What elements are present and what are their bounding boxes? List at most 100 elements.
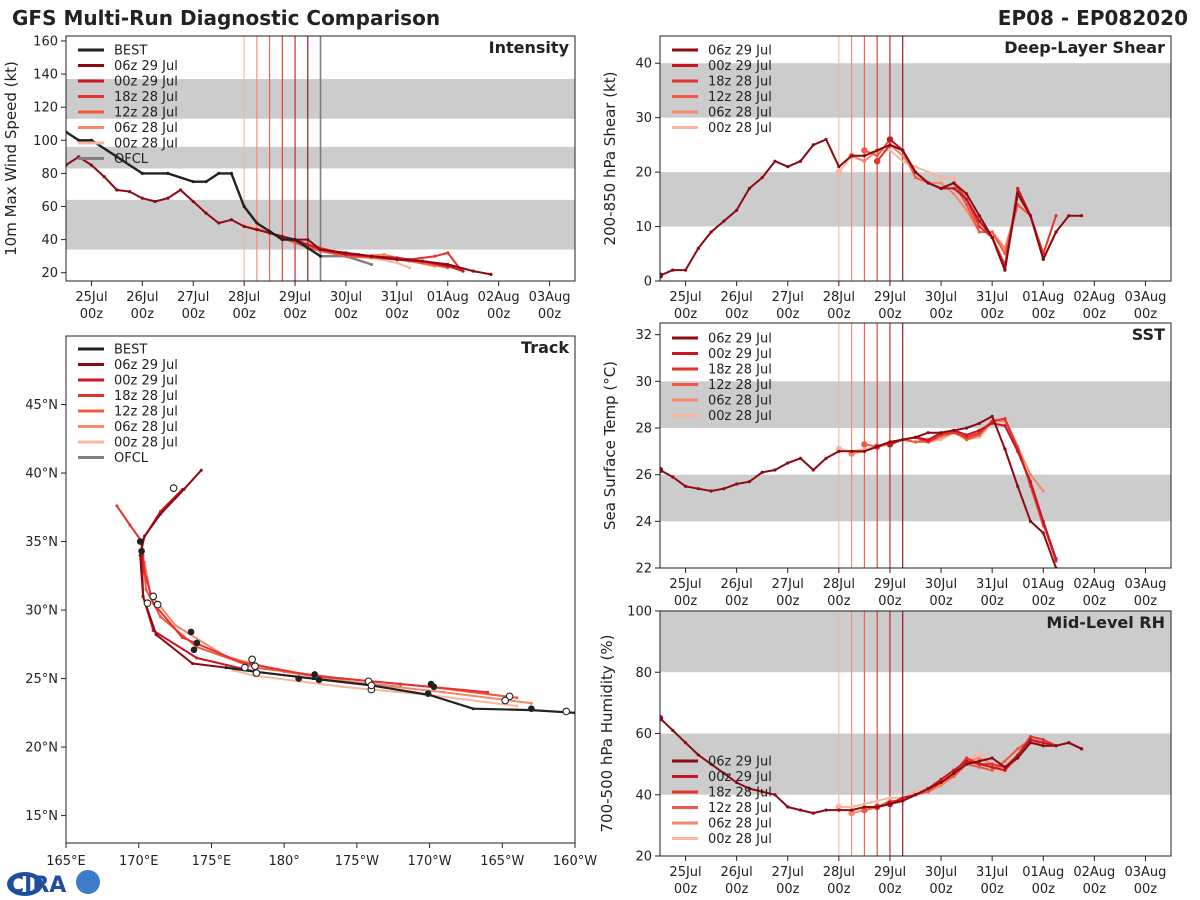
intensity-data-point [306,238,310,242]
intensity-ylabel: 10m Max Wind Speed (kt) [2,61,20,256]
track-position-marker [190,646,198,654]
intensity-title: Intensity [489,38,570,57]
intensity-data-point [280,238,284,242]
sst-data-point [1041,531,1045,535]
rh-data-point [773,793,777,797]
intensity-data-point [280,234,284,238]
shear-data-point [952,192,956,196]
sst-data-point [1016,449,1020,453]
sst-data-point [683,484,688,488]
rh-data-point [990,756,994,760]
rh-data-point [862,802,867,806]
sst-data-point [773,468,777,472]
sst-ytick-label: 28 [635,422,652,437]
sst-legend-label: 00z 28 Jul [708,409,772,424]
track-data-point [154,633,158,637]
intensity-data-point [178,188,183,192]
shear-legend-label: 00z 28 Jul [708,121,772,136]
intensity-ytick-label: 120 [33,101,58,116]
rh-xtick-date: 27Jul [772,865,804,880]
intensity-data-point [128,190,132,194]
shear-xtick-date: 27Jul [772,290,804,305]
rh-data-point [990,762,994,766]
rh-band-1 [660,611,1171,673]
shear-data-point [977,219,981,223]
shear-legend-label: 12z 28 Jul [708,90,772,105]
sst-data-point [862,447,867,451]
track-legend-label: 00z 29 Jul [114,374,178,389]
shear-data-point [939,181,943,185]
shear-run-start-marker [835,168,843,176]
sst-legend-label: 06z 28 Jul [708,394,772,409]
intensity-data-point [255,228,259,232]
intensity-xtick-date: 03Aug [529,290,571,305]
track-series-line [116,505,488,694]
rh-legend-label: 00z 29 Jul [708,770,772,785]
rh-data-point [875,805,879,809]
sst-data-point [1003,424,1007,428]
intensity-data-point [318,247,323,252]
intensity-data-point [217,221,221,225]
intensity-data-point [204,211,208,215]
rh-data-point [1016,756,1020,760]
shear-plot-area [660,36,1171,281]
track-data-point [224,666,228,670]
track-data-point [311,677,315,681]
shear-data-point [811,143,815,147]
shear-xtick-hour: 00z [1083,307,1107,322]
track-legend-label: BEST [114,343,147,358]
shear-series-line [660,138,1082,277]
sst-xtick-date: 28Jul [823,577,855,592]
track-ytick-label: 25°N [25,672,58,687]
sst-run-start-marker [861,441,868,448]
sst-data-point [1054,557,1058,561]
sst-data-point [1041,519,1045,523]
rh-data-point [977,756,981,760]
rh-data-point [875,799,879,803]
rh-data-point [1003,765,1007,769]
sst-ytick-label: 22 [635,562,652,577]
shear-data-point [977,230,981,234]
track-legend-label: 06z 28 Jul [114,420,178,435]
sst-data-point [965,426,969,430]
shear-run-start-marker [873,158,881,165]
rh-plot-area [660,611,1171,856]
track-xtick-label: 165°E [46,854,86,869]
intensity-data-point [369,262,373,267]
track-position-marker [295,675,302,682]
rh-data-point [913,793,918,797]
rh-xtick-hour: 00z [878,882,902,897]
intensity-xtick-hour: 00z [538,307,562,322]
track-position-marker [193,639,201,647]
rh-data-point [696,753,700,757]
rh-data-point [1041,738,1045,742]
shear-xtick-date: 28Jul [823,290,855,305]
intensity-data-point [166,171,170,175]
intensity-data-point [471,269,475,273]
shear-data-point [696,246,700,250]
shear-xtick-date: 01Aug [1022,290,1064,305]
sst-legend-label: 06z 29 Jul [708,332,772,347]
shear-data-point [837,165,841,169]
shear-data-point [735,208,739,212]
intensity-data-point [115,188,119,192]
rh-data-point [888,796,892,800]
sst-data-point [696,487,700,491]
shear-data-point [965,208,969,212]
shear-ylabel: 200-850 hPa Shear (kt) [601,72,619,246]
shear-data-point [926,170,930,174]
rh-ytick-label: 40 [635,788,652,803]
shear-xtick-hour: 00z [878,307,902,322]
shear-data-point [913,170,918,174]
intensity-ytick-label: 20 [41,266,58,281]
shear-xtick-date: 02Aug [1073,290,1115,305]
rh-data-point [1003,771,1007,775]
track-data-point [195,656,199,660]
rh-data-point [990,765,994,769]
track-forecast-marker [153,600,162,609]
shear-data-point [798,159,803,163]
rh-data-point [1079,747,1084,751]
shear-run-start-marker [660,272,664,279]
intensity-legend-label: 18z 28 Jul [114,90,178,105]
